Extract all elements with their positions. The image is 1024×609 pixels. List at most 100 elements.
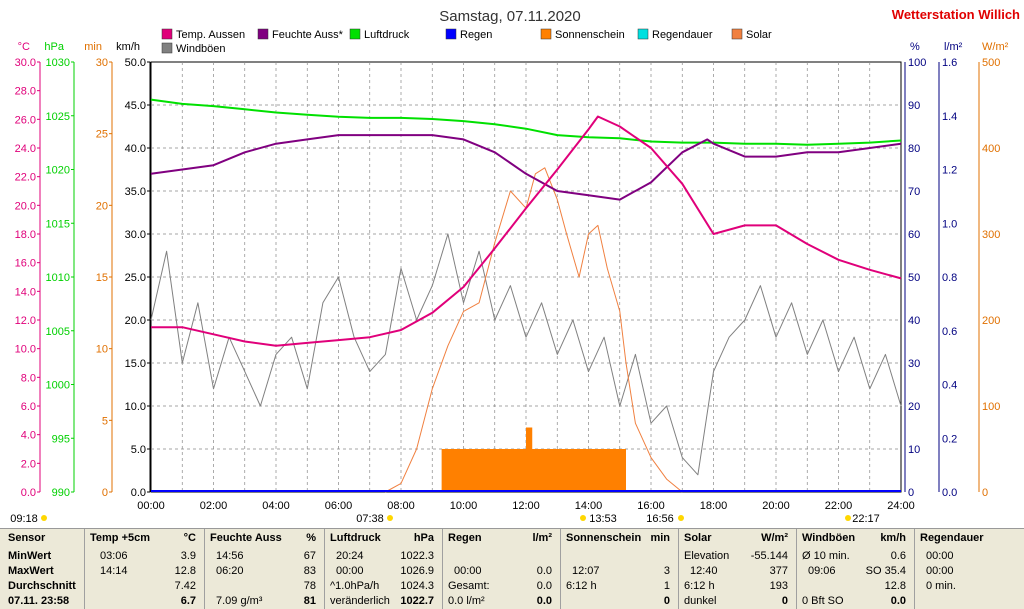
rain-duration-column: Regendauer 00:00 00:00 0 min.	[916, 529, 1020, 609]
hum-avg-value: 78	[303, 580, 316, 592]
legend-swatch-4	[540, 28, 552, 40]
chart-title: Samstag, 07.11.2020	[439, 8, 581, 25]
wind-avg10-value: 0.6	[890, 550, 906, 562]
marker-dot-1	[387, 515, 393, 521]
temp-max-time: 14:14	[100, 565, 128, 577]
hum-max-time: 06:20	[216, 565, 244, 577]
tick-sunshine-3: 15	[96, 272, 108, 284]
legend-label-0: Temp. Aussen	[176, 29, 245, 41]
legend-swatch-6	[731, 28, 743, 40]
tick-rain-2: 0.4	[942, 380, 957, 392]
solar-max-time: 12:40	[690, 565, 718, 577]
tick-temp-6: 12.0	[15, 315, 36, 327]
xtick-7: 14:00	[575, 500, 603, 512]
rdur-max-time: 00:00	[926, 565, 954, 577]
tick-temp-0: 0.0	[21, 487, 36, 499]
axis-unit-rain: l/m²	[944, 41, 963, 53]
press-now-label: veränderlich	[330, 595, 390, 607]
tick-wind-5: 25.0	[125, 272, 146, 284]
tick-wind-8: 40.0	[125, 143, 146, 155]
temp-min-time: 03:06	[100, 550, 128, 562]
legend-swatch-5	[637, 28, 649, 40]
tick-humidity-8: 80	[908, 143, 920, 155]
sunshine-bars	[441, 427, 626, 492]
xtick-6: 12:00	[512, 500, 540, 512]
tick-solar-4: 400	[982, 143, 1000, 155]
legend-label-2: Luftdruck	[364, 29, 410, 41]
sunshine-bar-0	[441, 449, 626, 492]
tick-sunshine-1: 5	[102, 415, 108, 427]
legend-label-4: Sonnenschein	[555, 29, 625, 41]
marker-label-0: 09:18	[10, 513, 38, 525]
solar-now-label: dunkel	[684, 595, 717, 607]
legend-swatch-1	[257, 28, 269, 40]
rdur-header: Regendauer	[920, 532, 984, 544]
temp-avg-value: 7.42	[174, 580, 196, 592]
sun-max-time: 12:07	[572, 565, 600, 577]
tick-sunshine-2: 10	[96, 344, 108, 356]
tick-pressure-2: 1000	[46, 380, 70, 392]
legend-label-6: Solar	[746, 29, 772, 41]
legend-label-5: Regendauer	[652, 29, 713, 41]
series-humidity	[150, 134, 902, 201]
tick-sunshine-0: 0	[102, 487, 108, 499]
tick-temp-2: 4.0	[21, 430, 36, 442]
legend-label-3: Regen	[460, 29, 492, 41]
tick-wind-2: 10.0	[125, 401, 146, 413]
tick-humidity-9: 90	[908, 100, 920, 112]
solar-duration: 6:12 h	[684, 580, 715, 592]
tick-sunshine-4: 20	[96, 200, 108, 212]
temp-max-value: 12.8	[174, 565, 196, 577]
tick-wind-4: 20.0	[125, 315, 146, 327]
xtick-12: 24:00	[887, 500, 915, 512]
x-axis-ticks: 00:00 02:00 04:00 06:00 08:00 10:00 12:00 14:00…	[137, 500, 915, 512]
legend-swatch-0	[161, 28, 173, 40]
tick-pressure-1: 995	[52, 433, 70, 445]
rain-unit: l/m²	[532, 532, 552, 544]
hum-now-value: 81	[303, 595, 316, 607]
press-max-time: 00:00	[336, 565, 364, 577]
tick-wind-3: 15.0	[125, 358, 146, 370]
solar-header: Solar	[684, 532, 712, 544]
solar-now-value: 0	[781, 595, 788, 607]
weather-chart: Samstag, 07.11.2020 Wetterstation Willic…	[10, 7, 1021, 525]
rain-column: Regen l/m² 00:00 0.0 Gesamt: 0.0 0.0 l/m² 0.…	[444, 529, 558, 609]
marker-dot-2	[580, 515, 586, 521]
marker-dot-3	[678, 515, 684, 521]
tick-humidity-4: 40	[908, 315, 920, 327]
xtick-10: 20:00	[762, 500, 790, 512]
axis-unit-humidity: %	[910, 41, 920, 53]
rain-total-label: Gesamt:	[448, 580, 490, 592]
tick-solar-3: 300	[982, 229, 1000, 241]
wind-now-value: 0.0	[890, 595, 906, 607]
axis-unit-temp: °C	[18, 41, 30, 53]
xtick-1: 02:00	[200, 500, 228, 512]
pressure-column: Luftdruck hPa 20:24 1022.3 00:00 1026.9 ^1.…	[326, 529, 440, 609]
hum-now-label: 7.09 g/m³	[216, 595, 263, 607]
tick-rain-6: 1.2	[942, 165, 957, 177]
legend-swatch-3	[445, 28, 457, 40]
label-min: MinWert	[8, 550, 52, 562]
legend-label-7: Windböen	[176, 43, 226, 55]
press-min-time: 20:24	[336, 550, 364, 562]
station-name: Wetterstation Willich	[892, 7, 1020, 22]
right-axes: % 0 10 20 30 40 50 60 70 80 90 100 l/m² 0.0 0.2 0.4 0.6 0…	[904, 41, 1009, 499]
tick-temp-7: 14.0	[15, 286, 36, 298]
tick-temp-1: 2.0	[21, 458, 36, 470]
sun-header: Sonnenschein	[566, 532, 642, 544]
tick-rain-7: 1.4	[942, 111, 957, 123]
axis-unit-wind: km/h	[116, 41, 140, 53]
tick-temp-11: 22.0	[15, 172, 36, 184]
temp-header: Temp +5cm	[90, 532, 151, 544]
series-wind-gusts	[150, 233, 902, 476]
wind-now-label: 0 Bft SO	[802, 595, 844, 607]
tick-humidity-2: 20	[908, 401, 920, 413]
wind-avg-value: 12.8	[884, 580, 906, 592]
press-now-value: 1022.7	[400, 595, 434, 607]
axis-unit-pressure: hPa	[44, 41, 64, 53]
tick-wind-0: 0.0	[131, 487, 146, 499]
summary-table: Sensor MinWert MaxWert Durchschnitt 07.1…	[0, 528, 1024, 609]
xtick-9: 18:00	[700, 500, 728, 512]
tick-temp-8: 16.0	[15, 258, 36, 270]
label-max: MaxWert	[8, 565, 54, 577]
